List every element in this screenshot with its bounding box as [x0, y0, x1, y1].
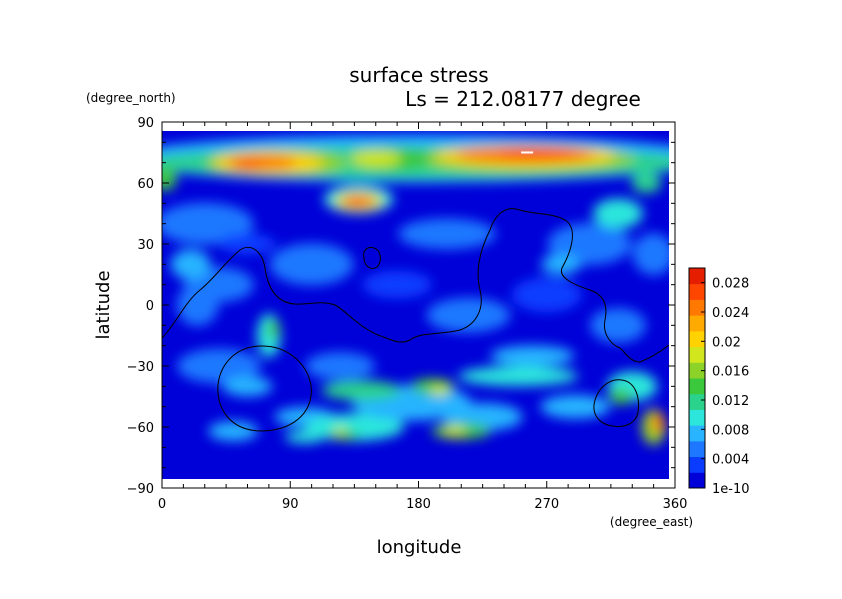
field-patch — [304, 413, 405, 441]
field-patch — [651, 412, 664, 433]
colorbar-label: 0.016 — [712, 365, 749, 380]
y-tick-label: 90 — [137, 116, 154, 131]
y-tick-label: −90 — [127, 482, 154, 497]
heatmap-field — [162, 131, 669, 479]
field-patch — [362, 270, 433, 299]
colorbar-swatch — [689, 283, 705, 300]
y-tick-label: 60 — [137, 177, 154, 192]
colorbar-swatch — [689, 299, 705, 316]
colorbar-swatch — [689, 393, 705, 410]
field-patch — [442, 426, 467, 437]
field-patch — [540, 394, 611, 419]
field-patch — [490, 345, 575, 367]
colorbar-label: 1e-10 — [712, 482, 750, 497]
field-patch — [208, 421, 259, 442]
chart-subtitle: Ls = 212.08177 degree — [405, 87, 641, 111]
colorbar-swatch — [689, 268, 705, 285]
field-patch — [162, 166, 177, 191]
field-patch — [334, 427, 347, 436]
field-patch — [162, 202, 254, 245]
field-background — [162, 131, 669, 479]
colorbar-swatch — [689, 425, 705, 442]
contour-line — [363, 247, 381, 269]
y-tick-label: 30 — [137, 238, 154, 253]
field-patch — [429, 385, 450, 396]
y-axis-label: latitude — [93, 270, 114, 339]
field-patch — [590, 307, 646, 343]
field-patch — [269, 243, 354, 286]
field-patch — [350, 150, 401, 167]
field-patch — [222, 376, 273, 397]
colorbar-swatch — [689, 315, 705, 332]
colorbar-label: 0.008 — [712, 423, 749, 438]
field-patch — [321, 380, 402, 401]
field-patch — [176, 284, 219, 326]
chart-title: surface stress — [349, 63, 488, 87]
colorbar: 0.028 0.024 0.02 0.016 0.012 0.008 0.004 1e-10 — [688, 267, 750, 497]
colorbar-swatch — [689, 472, 705, 489]
colorbar-swatch — [689, 378, 705, 395]
field-patch — [344, 197, 365, 206]
y-unit-label: (degree_north) — [86, 91, 176, 105]
topography-contours — [162, 208, 669, 432]
field-patch — [219, 233, 276, 255]
colorbar-swatch — [689, 362, 705, 379]
field-patch — [511, 277, 582, 313]
contour-line — [593, 379, 639, 427]
x-unit-label: (degree_east) — [610, 515, 693, 529]
field-patch — [593, 198, 643, 229]
field-patch — [284, 431, 325, 444]
colorbar-swatch — [689, 330, 705, 348]
y-tick-label: 0 — [146, 299, 154, 314]
x-axis-label: longitude — [377, 537, 462, 558]
colorbar-label: 0.004 — [712, 453, 749, 468]
field-patch — [499, 147, 580, 158]
colorbar-label: 0.028 — [712, 277, 749, 292]
x-tick-label: 0 — [158, 497, 166, 512]
colorbar-swatch — [689, 440, 705, 458]
contour-line — [217, 345, 312, 432]
x-tick-label: 270 — [534, 497, 559, 512]
y-tick-label: −60 — [127, 421, 154, 436]
field-patch — [305, 352, 376, 380]
colorbar-swatch — [689, 346, 705, 363]
colorbar-swatch — [689, 456, 705, 473]
x-tick-label: 180 — [406, 497, 431, 512]
field-patch — [426, 297, 511, 333]
field-patch — [170, 249, 211, 280]
x-tick-label: 90 — [282, 497, 299, 512]
field-patch — [232, 159, 263, 170]
axes: 0 90 180 270 360 90 60 30 0 −30 −60 −90 — [127, 116, 688, 512]
field-patch — [177, 348, 261, 384]
field-patch — [541, 254, 581, 275]
field-patch — [267, 319, 280, 340]
field-patch — [632, 233, 669, 276]
colorbar-swatch — [689, 409, 705, 426]
field-patch — [458, 366, 579, 387]
field-patch — [398, 218, 496, 250]
max-marker — [521, 151, 534, 154]
field-patch — [631, 173, 662, 193]
colorbar-frame — [688, 267, 706, 489]
contour-line — [162, 208, 669, 363]
x-tick-label: 360 — [663, 497, 688, 512]
y-tick-label: −30 — [127, 360, 154, 375]
colorbar-label: 0.012 — [712, 394, 749, 409]
colorbar-label: 0.024 — [712, 306, 749, 321]
field-blobs — [162, 134, 669, 445]
field-patch — [608, 388, 633, 405]
colorbar-label: 0.02 — [712, 335, 741, 350]
